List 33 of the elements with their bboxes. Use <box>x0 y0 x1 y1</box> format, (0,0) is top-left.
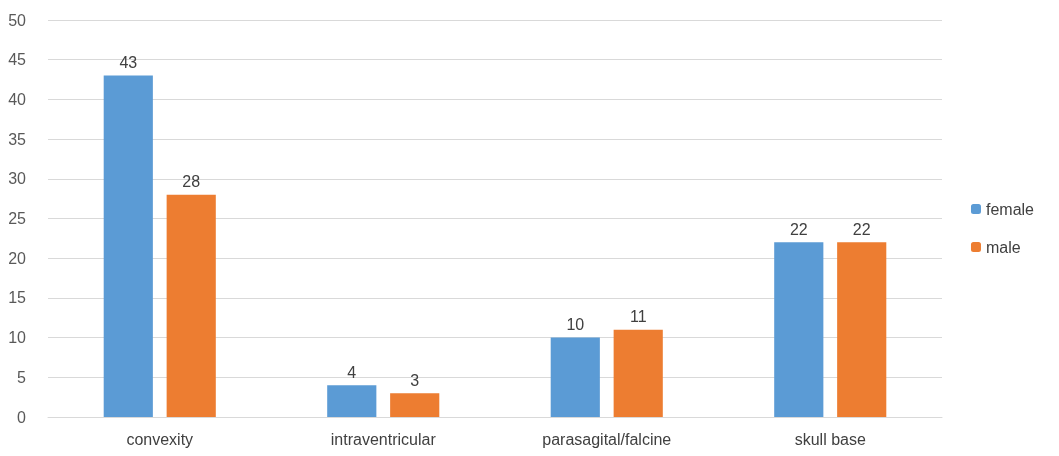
x-tick-label: parasagital/falcine <box>542 430 672 448</box>
bar <box>166 194 216 417</box>
bar <box>774 242 824 417</box>
bar <box>837 242 887 417</box>
data-label: 22 <box>852 220 871 238</box>
x-tick-label: intraventricular <box>330 430 437 448</box>
y-tick-label: 15 <box>8 289 27 307</box>
bar <box>327 385 377 417</box>
y-tick-label: 40 <box>8 90 27 108</box>
data-label: 28 <box>182 173 201 191</box>
data-label: 22 <box>789 220 808 238</box>
y-tick-label: 5 <box>17 368 27 386</box>
bar <box>103 75 153 417</box>
bar <box>613 329 663 417</box>
y-tick-label: 30 <box>8 170 27 188</box>
y-tick-label: 50 <box>8 11 27 29</box>
y-tick-label: 25 <box>8 210 27 227</box>
x-tick-label: convexity <box>126 430 194 448</box>
y-tick-label: 0 <box>17 408 27 426</box>
y-tick-label: 45 <box>8 51 27 69</box>
data-label: 10 <box>566 316 585 334</box>
legend-label: female <box>985 200 1035 218</box>
bar <box>550 337 600 417</box>
bar <box>390 393 440 417</box>
y-tick-label: 20 <box>8 249 27 267</box>
legend-label: male <box>985 238 1021 256</box>
data-label: 3 <box>410 371 420 389</box>
y-tick-label: 35 <box>8 130 27 148</box>
y-tick-label: 10 <box>8 329 27 347</box>
data-label: 4 <box>347 363 357 381</box>
x-tick-label: skull base <box>794 430 866 448</box>
data-label: 11 <box>629 308 647 326</box>
data-label: 43 <box>119 54 138 72</box>
